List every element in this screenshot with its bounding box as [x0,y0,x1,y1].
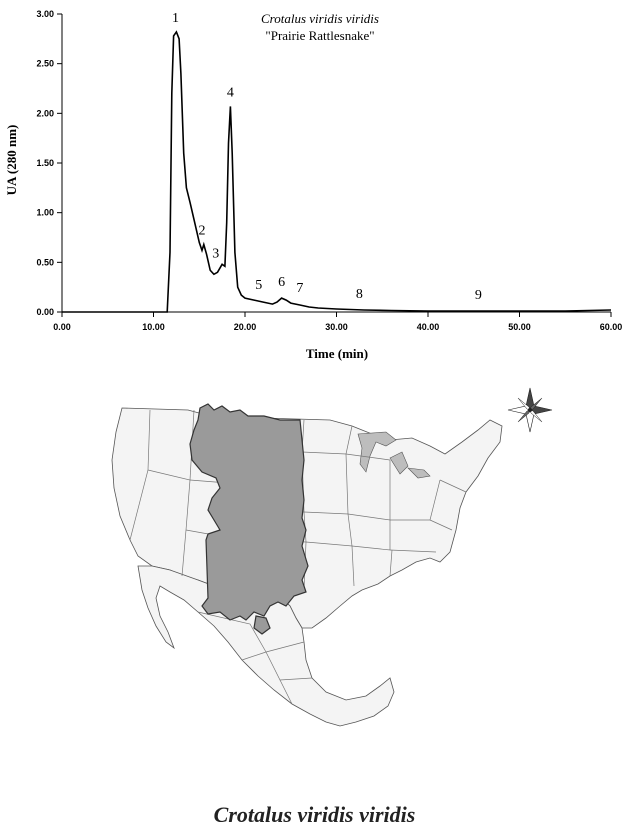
chart-subtitle: "Prairie Rattlesnake" [265,28,374,43]
y-axis-ticks: 0.00 0.50 1.00 1.50 2.00 2.50 3.00 [36,9,62,317]
x-tick-label: 60.00 [600,322,623,332]
y-tick-label: 2.50 [36,59,54,69]
x-tick-label: 20.00 [234,322,257,332]
y-tick-label: 3.00 [36,9,54,19]
usa-outline [111,407,503,629]
x-axis-ticks: 0.00 10.00 20.00 30.00 40.00 50.00 60.00 [53,312,622,332]
peak-label: 7 [296,281,303,296]
compass-rose-icon [507,387,553,433]
range-disjunct-patch [253,615,271,635]
prairie-rattlesnake-range [189,403,309,621]
y-tick-label: 1.50 [36,158,54,168]
peak-label: 6 [278,275,285,290]
species-caption: Crotalus viridis viridis [213,802,416,827]
y-tick-label: 2.00 [36,108,54,118]
x-axis-label: Time (min) [306,346,368,361]
chart-axes [61,14,611,313]
y-axis-label: UA (280 nm) [4,125,19,196]
distribution-map [111,387,553,727]
mexico-state-borders [197,611,313,705]
chart-title: Crotalus viridis viridis [261,11,379,26]
x-tick-label: 50.00 [508,322,531,332]
absorbance-trace [62,30,612,313]
peak-label: 2 [198,223,205,238]
x-tick-label: 40.00 [417,322,440,332]
x-tick-label: 0.00 [53,322,71,332]
peak-label: 5 [255,278,262,293]
chromatogram-chart: 0.00 10.00 20.00 30.00 40.00 50.00 60.00 0.000… [4,9,622,361]
peak-label: 8 [356,287,363,302]
y-tick-label: 0.50 [36,257,54,267]
x-tick-label: 10.00 [142,322,165,332]
y-tick-label: 0.00 [36,307,54,317]
x-tick-label: 30.00 [325,322,348,332]
peak-label: 4 [227,85,234,100]
peak-label: 3 [212,246,219,261]
y-tick-label: 1.00 [36,208,54,218]
peak-label: 1 [172,11,179,26]
great-lakes [357,431,431,479]
peak-label: 9 [475,288,482,303]
axis-frame [61,14,611,313]
